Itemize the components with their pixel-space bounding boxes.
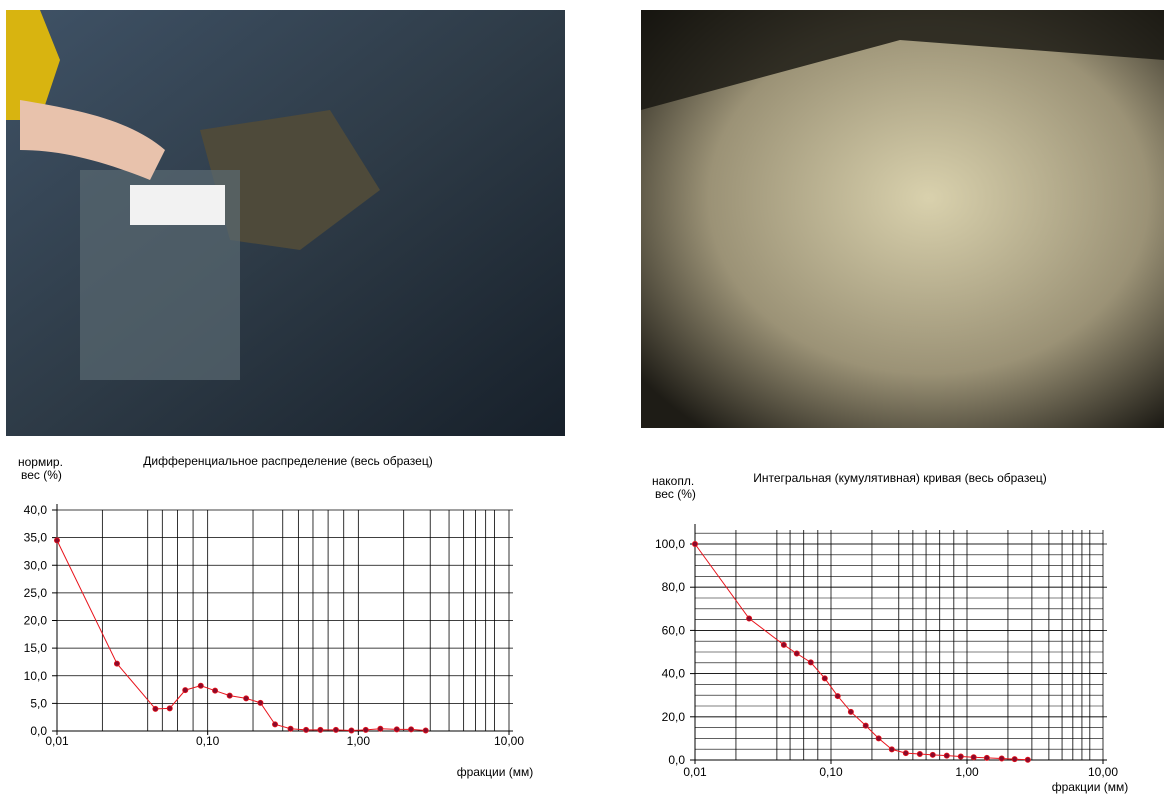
data-point (349, 728, 354, 733)
x-axis-label: фракции (мм) (1052, 780, 1129, 794)
x-axis-label: фракции (мм) (457, 765, 534, 779)
figure: Дифференциальное распределение (весь обр… (0, 0, 1164, 798)
data-point (944, 753, 949, 758)
x-tick-label: 0,10 (196, 734, 220, 748)
data-point (903, 750, 908, 755)
data-point (333, 727, 338, 732)
x-tick-label: 0,01 (45, 734, 69, 748)
data-point (227, 693, 232, 698)
y-axis-label: вес (%) (655, 487, 696, 501)
data-point (999, 756, 1004, 761)
data-point (54, 538, 59, 543)
y-tick-label: 60,0 (662, 623, 686, 637)
data-point (1012, 757, 1017, 762)
data-point (183, 688, 188, 693)
y-tick-label: 10,0 (24, 669, 48, 683)
y-tick-label: 100,0 (655, 537, 685, 551)
y-axis-label: нормир. (18, 455, 63, 469)
y-tick-label: 80,0 (662, 580, 686, 594)
data-point (363, 727, 368, 732)
y-tick-label: 40,0 (24, 503, 48, 517)
photo-right (641, 10, 1164, 428)
data-point (692, 541, 697, 546)
y-axis-label: накопл. (652, 474, 694, 488)
data-point (394, 727, 399, 732)
data-point (114, 661, 119, 666)
data-line (57, 540, 426, 730)
data-point (971, 755, 976, 760)
chart-title: Дифференциальное распределение (весь обр… (143, 454, 432, 468)
data-point (1025, 757, 1030, 762)
y-tick-label: 35,0 (24, 531, 48, 545)
data-point (198, 683, 203, 688)
x-tick-label: 1,00 (955, 765, 979, 779)
data-point (958, 754, 963, 759)
data-point (244, 696, 249, 701)
data-point (930, 752, 935, 757)
data-point (863, 723, 868, 728)
data-point (212, 688, 217, 693)
data-point (794, 651, 799, 656)
y-tick-label: 15,0 (24, 641, 48, 655)
photo-left (6, 10, 565, 436)
x-tick-label: 10,00 (494, 734, 524, 748)
y-axis-label: вес (%) (21, 468, 62, 482)
data-point (889, 747, 894, 752)
data-point (409, 727, 414, 732)
data-point (258, 700, 263, 705)
x-tick-label: 10,00 (1088, 765, 1118, 779)
data-point (272, 722, 277, 727)
data-point (917, 751, 922, 756)
data-point (808, 660, 813, 665)
x-tick-label: 0,10 (819, 765, 843, 779)
data-point (781, 642, 786, 647)
data-point (984, 755, 989, 760)
chart-title: Интегральная (кумулятивная) кривая (весь… (753, 471, 1047, 485)
data-point (318, 727, 323, 732)
data-point (303, 727, 308, 732)
y-tick-label: 30,0 (24, 558, 48, 572)
y-tick-label: 5,0 (30, 696, 47, 710)
y-tick-label: 40,0 (662, 667, 686, 681)
x-tick-label: 0,01 (683, 765, 707, 779)
y-tick-label: 20,0 (24, 614, 48, 628)
x-tick-label: 1,00 (347, 734, 371, 748)
data-point (822, 676, 827, 681)
data-point (848, 709, 853, 714)
y-tick-label: 25,0 (24, 586, 48, 600)
data-point (876, 736, 881, 741)
data-point (378, 726, 383, 731)
data-point (288, 726, 293, 731)
data-point (167, 706, 172, 711)
data-point (747, 616, 752, 621)
data-point (835, 693, 840, 698)
data-point (423, 728, 428, 733)
data-point (153, 706, 158, 711)
y-tick-label: 20,0 (662, 710, 686, 724)
